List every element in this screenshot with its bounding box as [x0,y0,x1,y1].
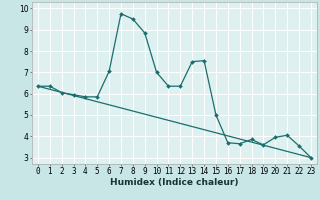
X-axis label: Humidex (Indice chaleur): Humidex (Indice chaleur) [110,178,239,187]
